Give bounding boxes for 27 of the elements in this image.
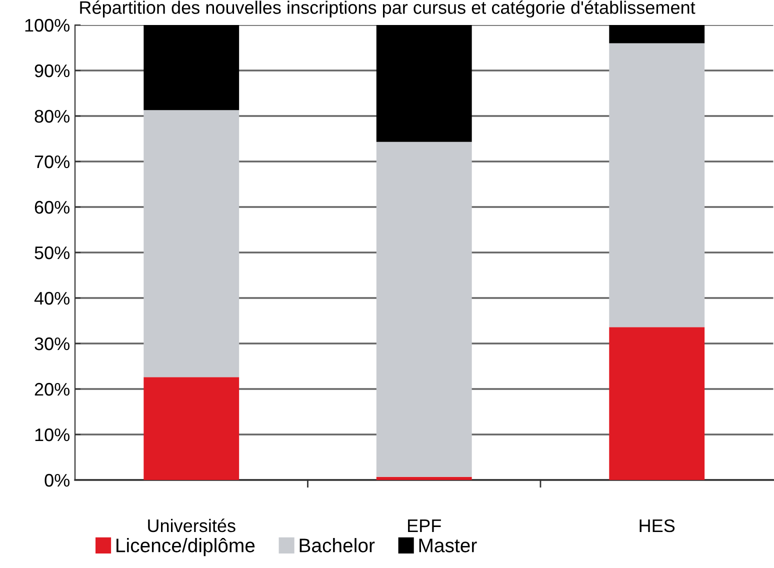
- y-tick-label: 90%: [34, 64, 70, 78]
- y-tick-label: 20%: [34, 382, 70, 396]
- y-tick-label: 40%: [34, 292, 70, 305]
- y-tick-label: 0%: [44, 474, 70, 487]
- x-tick-label: EPF: [408, 520, 441, 532]
- chart-title: Répartition des nouvelles inscriptions par cursus et catégorie d'établissement: [80, 0, 696, 18]
- y-tick-label: 50%: [34, 246, 70, 260]
- y-tick-label: 80%: [34, 110, 70, 123]
- bar: [609, 25, 705, 44]
- bar: [144, 25, 240, 110]
- x-tick-label: Universités: [148, 518, 236, 532]
- bar: [376, 142, 472, 477]
- bar: [144, 377, 240, 480]
- bar: [609, 43, 705, 328]
- bar: [609, 327, 705, 480]
- y-tick-label: 100%: [25, 18, 70, 32]
- legend-label: Licence/diplôme: [116, 538, 255, 556]
- y-tick-label: 60%: [34, 200, 70, 214]
- bar: [376, 476, 472, 480]
- legend-label: Master: [419, 538, 477, 552]
- x-tick-label: HES: [640, 519, 675, 532]
- y-tick-label: 30%: [34, 337, 70, 350]
- legend-label: Bachelor: [300, 538, 375, 552]
- bar: [376, 25, 472, 142]
- bar: [144, 110, 240, 378]
- y-tick-label: 70%: [34, 155, 70, 168]
- y-tick-label: 10%: [35, 428, 70, 442]
